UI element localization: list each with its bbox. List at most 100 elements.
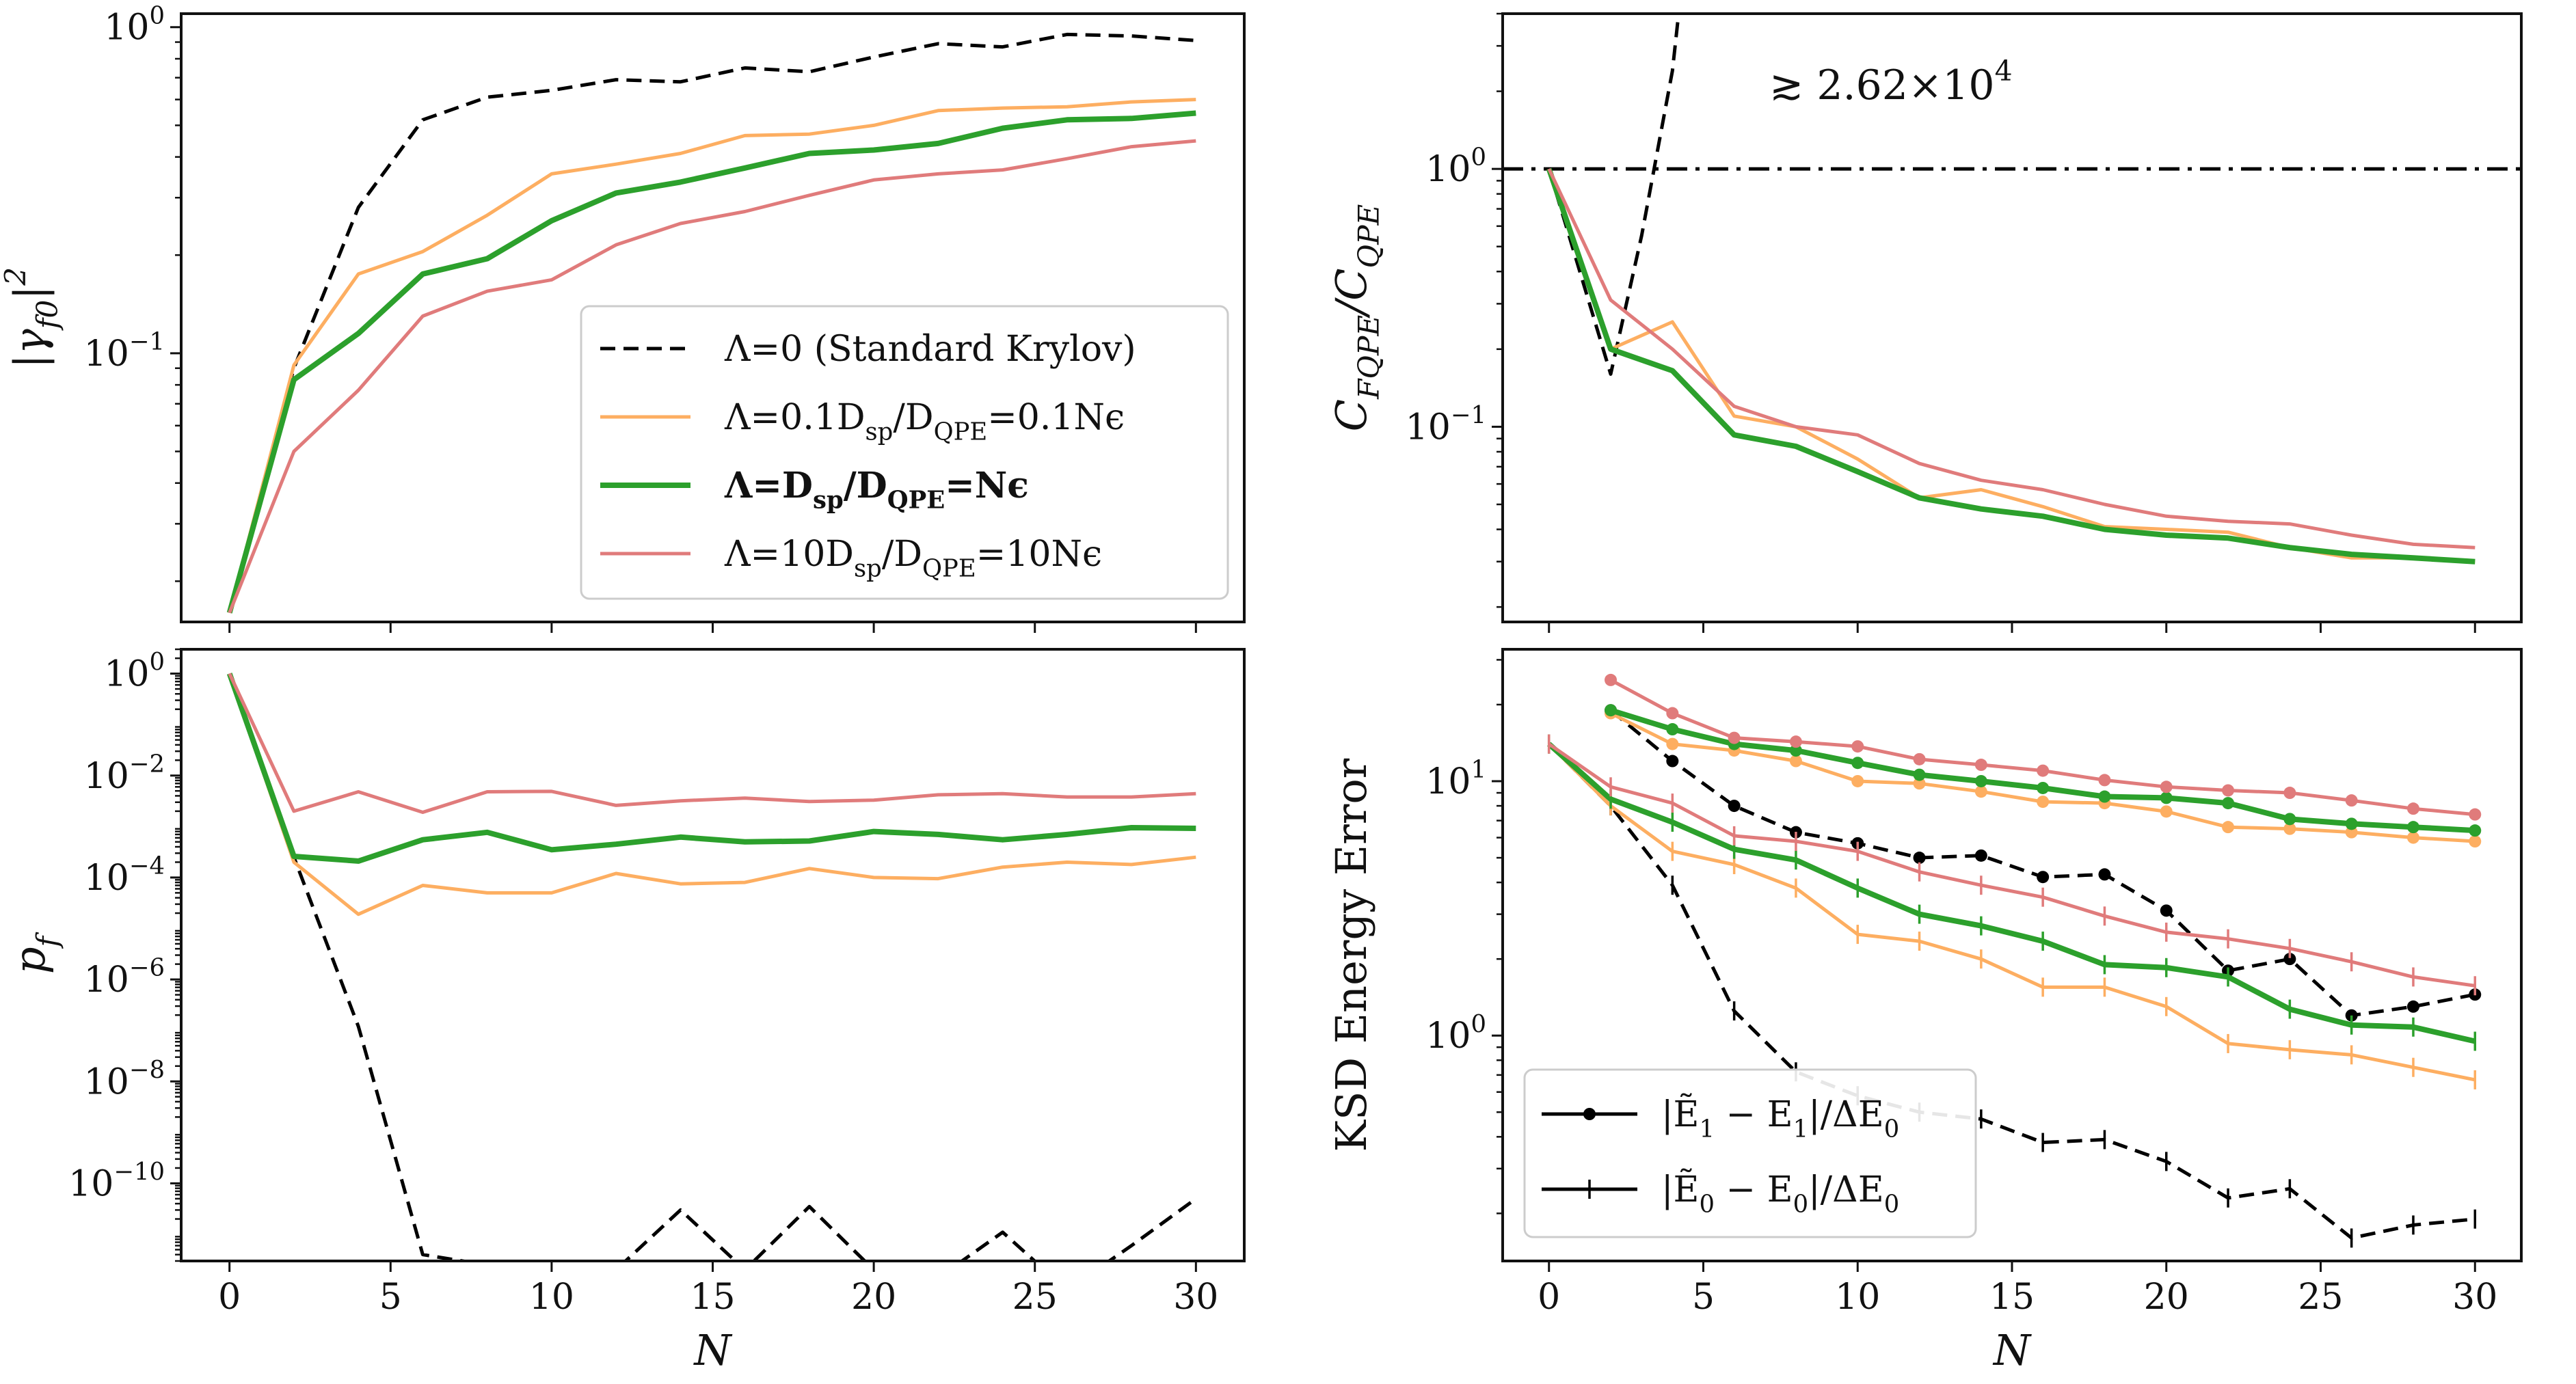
x-tick-label: 30 [2452,1277,2497,1318]
series-line-5 [1547,742,2476,1082]
series-line-0 [228,673,1197,1261]
data-point [1974,774,1987,787]
data-point [1666,707,1679,720]
x-tick-label: 0 [1538,1277,1560,1318]
text-span: 2 [0,267,32,286]
data-point [2345,817,2358,830]
text-span: 10 [84,858,129,899]
y-tick-label: 100 [104,1,165,48]
text-span: −2 [129,750,165,778]
series-line-1 [228,673,1196,917]
data-point [2098,790,2111,803]
text-span: 10 [84,1061,129,1102]
text-span: Λ=0.1D [724,397,866,438]
text-span: 0 [1884,1115,1900,1143]
x-tick-label: 20 [851,1277,896,1318]
text-span: 10 [1406,407,1451,448]
legend-label: |Ẽ0 − E0|/ΔE0 [1661,1168,1899,1219]
data-point [1728,731,1741,744]
data-point [1605,704,1618,717]
legend-box [580,305,1229,600]
y-tick-label: 10−1 [84,327,165,374]
y-tick-label: 100 [1425,144,1486,190]
text-span: f0 [31,300,64,331]
legend-label: Λ=Dsp/DQPE=Nϵ [724,465,1029,515]
x-axis-label: N [1992,1325,2032,1375]
data-point [1789,744,1802,757]
data-point [2222,784,2235,797]
text-span: 0 [149,1,165,29]
series-line-1 [228,98,1196,614]
data-point [2037,781,2050,794]
y-axis-label: CFQPE/CQPE [1326,204,1386,432]
data-point [2406,831,2419,844]
text-span: Λ=D [724,465,813,506]
text-span: 10 [1425,149,1471,190]
series-line-2 [226,110,1196,614]
text-span: −1 [129,327,165,355]
text-span: sp [813,487,844,515]
data-point [2406,1000,2419,1013]
text-span: FQPE [1352,315,1386,400]
data-point [1913,752,1926,765]
series-group [1547,673,2482,1248]
text-span: Λ=10D [724,534,854,575]
chart-annotation: ≳ 2.62×104 [1769,55,2013,109]
text-span: KSD Energy Error [1326,758,1376,1152]
data-point [1913,852,1926,865]
text-span: QPE [934,418,988,446]
series-line-2 [226,673,1196,864]
text-span: 10 [104,8,149,49]
data-point [1974,759,1987,772]
series-line-3 [1547,168,2476,549]
text-span: 0 [1471,144,1486,172]
plot-frame [1501,12,2523,623]
text-span: | [5,286,55,300]
data-point [2469,824,2482,837]
text-span: 0 [1471,1010,1486,1038]
text-span: 0 [1884,1191,1900,1219]
x-tick-label: 25 [2298,1277,2343,1318]
data-point [2098,868,2111,881]
legend-marker [1583,1108,1596,1120]
text-span: /D [893,397,933,438]
plot-frame [1501,648,2523,1262]
data-point [1666,755,1679,768]
text-span: f [31,932,64,949]
series-line-6 [1547,742,2476,1044]
text-span: 0 [1699,1191,1715,1219]
series-group [1546,14,2476,565]
y-axis-label: pf [5,932,64,974]
data-point [1789,755,1802,768]
data-point [2037,871,2050,884]
data-point [2283,822,2296,835]
text-span: 10 [1425,761,1471,802]
x-tick-label: 0 [218,1277,241,1318]
text-span: QPE [1352,204,1386,269]
text-span: 10 [84,334,129,375]
data-point [2160,791,2173,804]
series-line-3 [228,139,1196,614]
data-point [2469,835,2482,848]
data-point [2283,787,2296,800]
data-point [2222,797,2235,810]
data-point [2283,953,2296,966]
series-line-2 [1546,167,2476,565]
legend-label: Λ=10Dsp/DQPE=10Nϵ [724,534,1102,583]
text-span: QPE [887,487,945,515]
data-point [2469,808,2482,821]
data-point [2406,802,2419,815]
legend-label: Λ=0.1Dsp/DQPE=0.1Nϵ [724,397,1125,446]
text-span: sp [854,555,882,583]
text-span: QPE [922,555,976,583]
data-point [2160,805,2173,818]
text-span: −4 [129,852,165,880]
y-tick-label: 100 [104,648,165,694]
data-point [2037,764,2050,777]
data-point [1666,737,1679,750]
data-point [2037,796,2050,809]
